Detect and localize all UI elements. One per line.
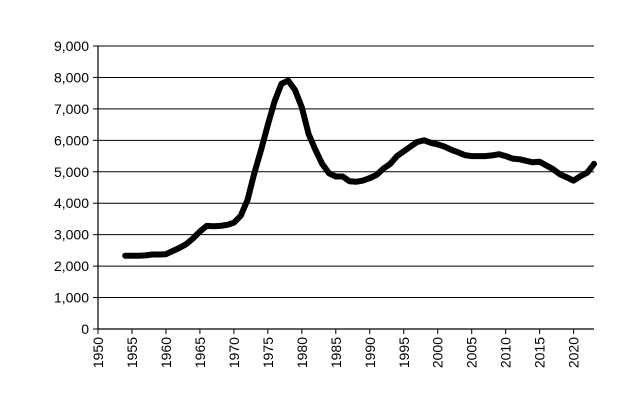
y-tick-label: 8,000 (54, 69, 89, 85)
x-tick-label: 2015 (532, 337, 548, 368)
y-tick-label: 4,000 (54, 195, 89, 211)
x-tick-label: 1975 (260, 337, 276, 368)
x-tick-label: 2005 (464, 337, 480, 368)
series-line-0 (122, 77, 597, 259)
x-tick-label: 1965 (192, 337, 208, 368)
y-tick-label: 1,000 (54, 290, 89, 306)
x-tick-label: 1990 (362, 337, 378, 368)
x-tick-label: 1995 (396, 337, 412, 368)
y-tick-label: 3,000 (54, 227, 89, 243)
y-axis-tick-labels: 0 1,000 2,000 3,000 4,000 5,000 6,000 7,000 8,00… (54, 38, 89, 337)
x-tick-label: 1970 (226, 337, 242, 368)
axes (93, 45, 594, 334)
x-tick-label: 1960 (158, 337, 174, 368)
series-group (122, 77, 597, 259)
y-tick-label: 6,000 (54, 132, 89, 148)
x-tick-label: 1980 (294, 337, 310, 368)
x-tick-label: 1950 (90, 337, 106, 368)
x-tick-label: 1955 (124, 337, 140, 368)
x-tick-label: 2020 (566, 337, 582, 368)
x-tick-label: 1985 (328, 337, 344, 368)
x-tick-label: 2000 (430, 337, 446, 368)
y-tick-label: 0 (81, 321, 89, 337)
y-tick-label: 2,000 (54, 258, 89, 274)
y-tick-label: 5,000 (54, 164, 89, 180)
x-axis-tick-labels: 1950 1955 1960 1965 1970 1975 1980 1985 1990 1995… (90, 337, 582, 368)
gridlines (98, 45, 594, 299)
y-tick-label: 9,000 (54, 38, 89, 54)
x-tick-label: 2010 (498, 337, 514, 368)
y-tick-label: 7,000 (54, 101, 89, 117)
